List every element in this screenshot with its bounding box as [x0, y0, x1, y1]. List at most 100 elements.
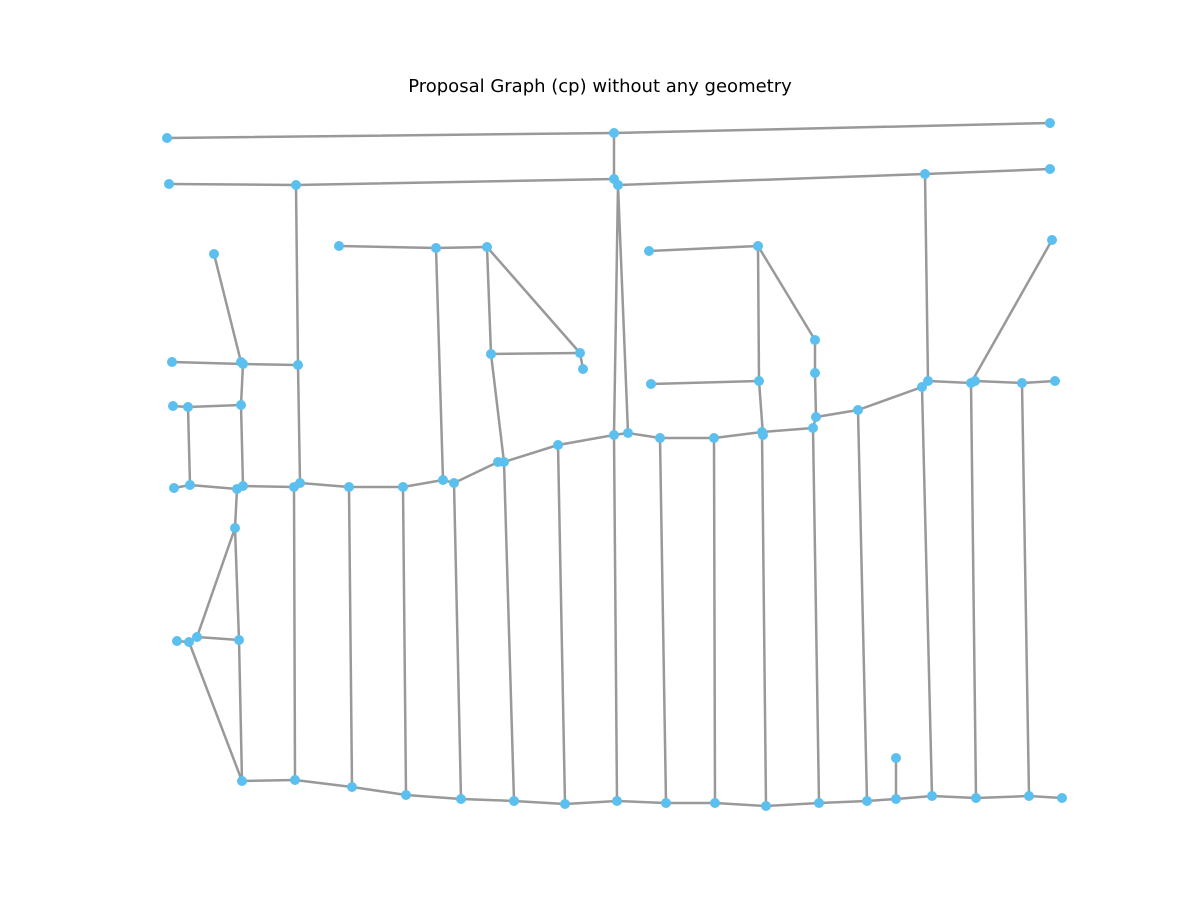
graph-node [334, 241, 344, 251]
graph-title: Proposal Graph (cp) without any geometry [408, 76, 792, 97]
graph-edge [969, 381, 978, 800]
graph-edge [760, 430, 768, 808]
graph-node [710, 798, 720, 808]
graph-edge [195, 635, 241, 642]
graph-edge [502, 460, 516, 803]
graph-edge [240, 778, 1064, 808]
graph-node [456, 794, 466, 804]
graph-node [438, 475, 448, 485]
graph-node [449, 478, 459, 488]
graph-edge [923, 172, 930, 383]
graph-edges [165, 121, 1064, 808]
graph-edge [756, 244, 818, 419]
graph-node [553, 440, 563, 450]
graph-node [347, 782, 357, 792]
graph-node [810, 335, 820, 345]
graph-node [646, 379, 656, 389]
graph-node [853, 405, 863, 415]
graph-node [761, 801, 771, 811]
graph-node [970, 376, 980, 386]
graph-edge [239, 362, 245, 488]
graph-node [162, 133, 172, 143]
graph-node [431, 243, 441, 253]
graph-edge [187, 640, 244, 783]
graph-edge [712, 436, 717, 805]
graph-node [754, 376, 764, 386]
graph-edge [811, 426, 821, 805]
graph-node [891, 753, 901, 763]
graph-node [238, 359, 248, 369]
graph-node [509, 796, 519, 806]
graph-node [917, 382, 927, 392]
graph-node [230, 523, 240, 533]
graph-node [623, 428, 633, 438]
graph-node [482, 242, 492, 252]
graph-node [169, 483, 179, 493]
graph-node [209, 249, 219, 259]
graph-node [172, 636, 182, 646]
graph-node [295, 478, 305, 488]
graph-node [575, 348, 585, 358]
graph-node [609, 430, 619, 440]
graph-node [167, 357, 177, 367]
graph-edge [556, 443, 567, 806]
graph-node [401, 790, 411, 800]
graph-edge [969, 238, 1054, 385]
graph-node [612, 796, 622, 806]
graph-node [753, 241, 763, 251]
graph-edge [294, 183, 302, 485]
graph-edge [233, 526, 244, 783]
graph-edge [170, 360, 300, 367]
graph-edge [165, 121, 1052, 140]
graph-node [183, 402, 193, 412]
graph-node [814, 798, 824, 808]
graph-node [293, 360, 303, 370]
graph-node [971, 793, 981, 803]
graph-node [1017, 378, 1027, 388]
graph-node [192, 632, 202, 642]
graph-node [184, 637, 194, 647]
graph-node [1047, 235, 1057, 245]
graph-edge [920, 385, 934, 798]
graph-edge [186, 405, 192, 487]
graph-node [168, 401, 178, 411]
graph-node [758, 430, 768, 440]
graph-edge [1020, 381, 1031, 798]
graph-edge [212, 252, 243, 364]
graph-node [613, 180, 623, 190]
graph-node [486, 349, 496, 359]
graph-edge [649, 379, 761, 386]
graph-edge [452, 481, 463, 801]
graph-node [811, 412, 821, 422]
graph-edge [658, 436, 668, 805]
graph-node [236, 400, 246, 410]
graph-node [920, 169, 930, 179]
graph-node [1045, 118, 1055, 128]
graph-edge [489, 351, 582, 356]
graph-node [891, 794, 901, 804]
graph-node [237, 776, 247, 786]
graph-node [499, 457, 509, 467]
graph-nodes [162, 118, 1067, 811]
graph-node [560, 799, 570, 809]
graph-edge [647, 244, 765, 437]
graph-edge [434, 246, 445, 482]
graph-node [1057, 793, 1067, 803]
graph-node [398, 482, 408, 492]
graph-node [1050, 376, 1060, 386]
graph-node [290, 775, 300, 785]
graph-edge [175, 487, 239, 644]
graph-edge [292, 485, 297, 782]
graph-node [644, 246, 654, 256]
graph-edge [337, 244, 585, 371]
graph-node [1045, 164, 1055, 174]
graph-node [164, 179, 174, 189]
graph-node [810, 368, 820, 378]
graph-node [291, 180, 301, 190]
graph-edge [616, 183, 630, 435]
graph-edge [347, 485, 354, 789]
graph-node [927, 791, 937, 801]
graph-edge [401, 485, 408, 797]
graph-node [709, 433, 719, 443]
